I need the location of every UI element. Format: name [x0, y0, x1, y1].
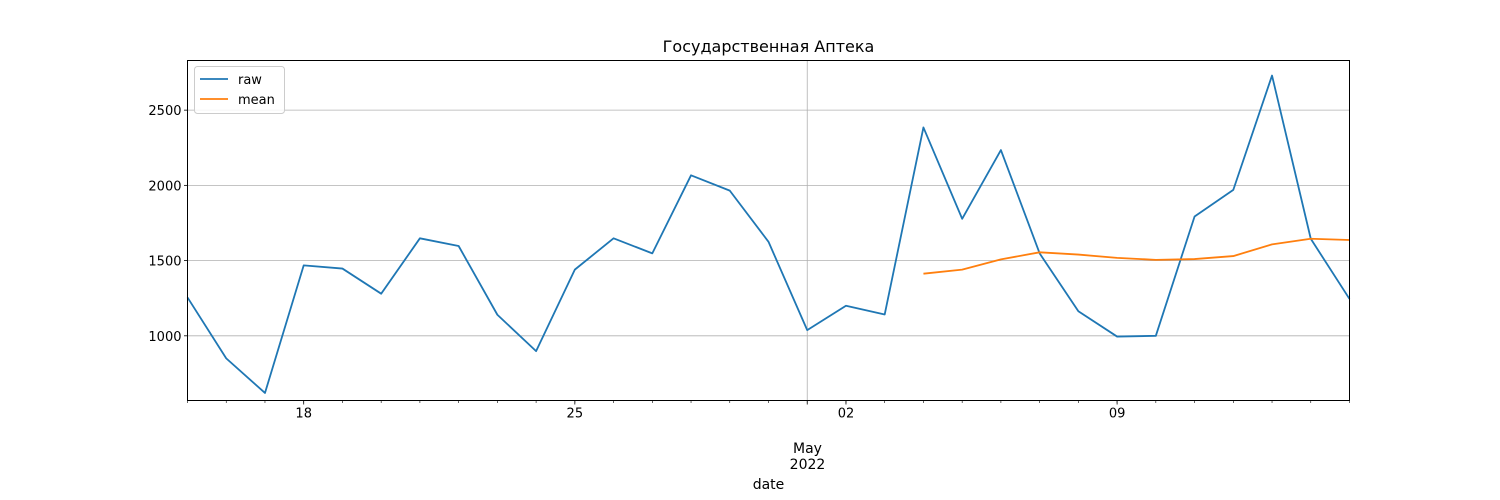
y-axis: 1000 1500 2000 2500	[148, 104, 188, 345]
series-line-raw	[186, 74, 1351, 394]
y-tick-label: 2500	[148, 104, 181, 119]
series-line-mean	[923, 237, 1350, 275]
y-tick-label: 2000	[148, 179, 181, 194]
plot-frame	[187, 60, 1350, 401]
x-tick-label: 02	[838, 407, 855, 422]
legend-label-mean: mean	[238, 93, 275, 108]
x-year-label: 2022	[790, 457, 826, 473]
grid	[187, 60, 1350, 401]
x-tick-label: 18	[295, 407, 312, 422]
legend: raw mean	[194, 66, 285, 114]
y-tick-label: 1500	[148, 255, 181, 270]
y-tick-label: 1000	[148, 330, 181, 345]
x-axis: 18 25 02 09	[187, 400, 1350, 422]
legend-label-raw: raw	[238, 73, 262, 88]
x-tick-label: 09	[1109, 407, 1126, 422]
x-axis-title: date	[753, 477, 785, 493]
series-lines	[186, 74, 1351, 394]
x-tick-label: 25	[567, 407, 584, 422]
chart-title: Государственная Аптека	[663, 37, 875, 56]
x-month-label: May	[793, 441, 822, 457]
